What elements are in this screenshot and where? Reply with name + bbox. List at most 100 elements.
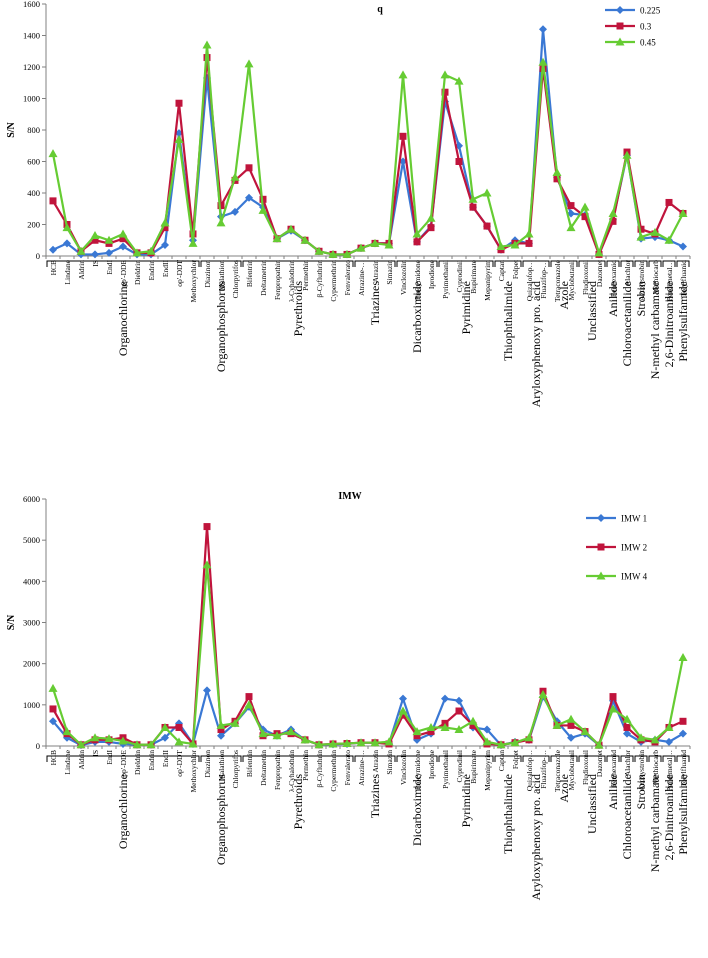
imw-chart-point-2: [258, 729, 268, 738]
imw-chart-category-label: Iprodione: [427, 749, 436, 779]
q-chart-category-label: IS: [91, 260, 100, 267]
imw-chart-point-2: [552, 720, 562, 729]
q-chart-group-label: Chloroacetanilide: [620, 281, 634, 366]
imw-chart-category-label: Aldrin: [77, 750, 86, 770]
imw-chart-y-tick-label: 1000: [23, 700, 40, 710]
imw-chart-category-label: Malathion: [217, 750, 226, 781]
imw-chart-category-label: Vinclozolin: [399, 750, 408, 785]
imw-chart-category-label: Alachlor: [623, 750, 632, 777]
imw-chart-category-label: Folpet: [511, 749, 520, 769]
imw-chart-group-label: Anilide: [606, 774, 620, 810]
imw-chart-point-2: [538, 690, 548, 699]
q-chart-point-2: [594, 248, 604, 257]
imw-chart-point-2: [440, 722, 450, 731]
imw-chart-category-label: Fluazifop-…: [539, 750, 548, 789]
imw-chart-group-bracket: [648, 755, 662, 762]
q-chart-point-1: [427, 224, 435, 232]
imw-chart-point-2: [608, 704, 618, 713]
imw-chart-point-0: [441, 694, 449, 703]
q-chart-point-0: [105, 248, 113, 257]
imw-chart-point-1: [49, 705, 57, 713]
q-chart-y-tick-label: 800: [27, 125, 40, 135]
q-chart-point-2: [146, 246, 156, 255]
imw-chart-category-label: Procymidone: [413, 749, 422, 790]
q-chart-group-bracket: [438, 260, 494, 267]
q-chart-category-label: Alachlor: [623, 260, 632, 287]
imw-chart-point-2: [216, 720, 226, 729]
imw-chart-category-label: β-Cyfluthrin: [315, 750, 324, 788]
q-chart-point-1: [483, 222, 491, 230]
imw-chart-group-bracket: [606, 755, 620, 762]
imw-chart-y-tick-label: 0: [36, 741, 40, 751]
q-chart-category-label: Dieldrin: [133, 260, 142, 285]
q-chart-group-label: Dicarboximide: [410, 281, 424, 353]
imw-chart-category-label: op'-DDT: [175, 750, 184, 777]
q-chart-series-line-1: [52, 56, 684, 256]
q-chart-group-bracket: [494, 260, 522, 267]
q-chart-point-1: [525, 239, 533, 247]
imw-chart-category-label: HCB: [49, 750, 58, 765]
q-chart-point-1: [567, 202, 575, 210]
q-chart-series-line-2: [51, 43, 684, 256]
q-chart-category-label: β-Cyfluthrin: [315, 260, 324, 298]
q-chart-point-1: [245, 164, 253, 172]
imw-chart-group-bracket: [354, 755, 396, 762]
imw-chart-point-0: [203, 686, 211, 695]
imw-chart-group-bracket: [438, 755, 494, 762]
q-chart-point-2: [118, 229, 128, 238]
imw-chart-category-label: Pyrimethanil: [441, 750, 450, 789]
q-chart-point-2: [398, 70, 408, 79]
imw-chart-category-label: pp'-DDE: [119, 750, 128, 777]
imw-chart-group-bracket: [550, 755, 578, 762]
q-chart-point-0: [231, 207, 239, 216]
q-chart-category-label: λ-Cyhalothrin: [287, 260, 296, 302]
imw-chart-point-2: [230, 718, 240, 727]
imw-chart: 0 1000 2000 3000 4000 5000 6000 HCB Lindane Aldri…: [6, 491, 691, 900]
q-chart-point-2: [48, 149, 58, 158]
q-chart-category-label: EndI: [105, 260, 114, 275]
q-chart-category-label: Myclobutanil: [567, 260, 576, 300]
q-chart-category-label: Vinclozolin: [399, 260, 408, 295]
imw-chart-group-bracket: [200, 755, 242, 762]
q-chart-group-bracket: [648, 260, 662, 267]
q-chart-category-label: op'-DDT: [175, 260, 184, 287]
imw-chart-point-2: [76, 740, 86, 749]
imw-chart-point-2: [342, 739, 352, 748]
q-chart-category-label: Chlorpyrifos: [231, 260, 240, 298]
imw-chart-category-label: Permethin: [301, 750, 310, 781]
q-chart-point-2: [454, 76, 464, 85]
q-chart-point-2: [468, 194, 478, 203]
q-chart-category-label: Tetraconazole: [553, 259, 562, 302]
q-chart-category-label: Bifentrin: [245, 260, 254, 287]
imw-chart-group-bracket: [494, 755, 522, 762]
q-chart-point-2: [174, 134, 184, 143]
q-chart-group-label: Aryloxyphenoxy pro. acid: [529, 281, 543, 407]
q-chart-point-1: [217, 202, 225, 210]
imw-chart-point-1: [567, 721, 575, 729]
q-chart-y-tick-label: 1000: [23, 94, 40, 104]
imw-chart-point-2: [622, 714, 632, 723]
q-chart-y-tick-label: 1200: [23, 62, 40, 72]
q-chart-point-0: [679, 242, 687, 251]
imw-chart-group-label: 2,6-Dinitroanilide: [662, 774, 676, 860]
imw-chart-category-label: Atrazin: [371, 750, 380, 773]
imw-chart-point-2: [468, 716, 478, 725]
imw-chart-point-2: [160, 722, 170, 731]
imw-chart-point-2: [62, 727, 72, 736]
q-chart-group-label: 2,6-Dinitroanilide: [662, 281, 676, 367]
imw-chart-y-tick-label: 6000: [23, 494, 40, 504]
q-chart-category-label: Folpet: [511, 259, 520, 279]
q-chart-point-1: [665, 198, 673, 206]
q-chart-group-bracket: [242, 260, 354, 267]
imw-chart-point-1: [679, 717, 687, 725]
q-chart-category-label: Iprodione: [427, 259, 436, 289]
imw-chart-category-label: Cyprodinil: [455, 750, 464, 783]
q-chart-point-2: [90, 231, 100, 240]
q-chart-y-tick-label: 200: [27, 220, 40, 230]
imw-chart-point-2: [328, 739, 338, 748]
q-chart-category-label: Fluazifop-…: [539, 260, 548, 299]
imw-chart-group-bracket: [662, 755, 676, 762]
q-chart-category-label: Diazinon: [203, 260, 212, 288]
imw-chart-point-2: [650, 735, 660, 744]
imw-chart-category-label: Fenvalerato: [343, 750, 352, 786]
